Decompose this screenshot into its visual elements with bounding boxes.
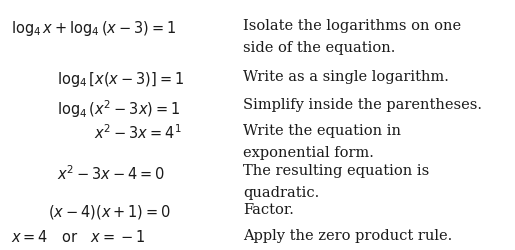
Text: $\log_4 x + \log_4(x - 3) = 1$: $\log_4 x + \log_4(x - 3) = 1$: [11, 18, 176, 38]
Text: $x = 4 \quad \mathrm{or} \quad x = -1$: $x = 4 \quad \mathrm{or} \quad x = -1$: [11, 229, 145, 245]
Text: Simplify inside the parentheses.: Simplify inside the parentheses.: [243, 98, 482, 112]
Text: Write as a single logarithm.: Write as a single logarithm.: [243, 70, 449, 84]
Text: $x^2 - 3x - 4 = 0$: $x^2 - 3x - 4 = 0$: [57, 164, 165, 183]
Text: Isolate the logarithms on one: Isolate the logarithms on one: [243, 18, 461, 32]
Text: $\log_4(x^2 - 3x) = 1$: $\log_4(x^2 - 3x) = 1$: [57, 98, 180, 120]
Text: Write the equation in: Write the equation in: [243, 124, 401, 138]
Text: $x^2 - 3x = 4^1$: $x^2 - 3x = 4^1$: [94, 124, 182, 142]
Text: The resulting equation is: The resulting equation is: [243, 164, 430, 178]
Text: quadratic.: quadratic.: [243, 186, 319, 200]
Text: $(x - 4)(x + 1) = 0$: $(x - 4)(x + 1) = 0$: [48, 203, 171, 221]
Text: Apply the zero product rule.: Apply the zero product rule.: [243, 229, 452, 243]
Text: side of the equation.: side of the equation.: [243, 40, 396, 54]
Text: $\log_4[x(x - 3)] = 1$: $\log_4[x(x - 3)] = 1$: [57, 70, 184, 89]
Text: Factor.: Factor.: [243, 203, 294, 217]
Text: exponential form.: exponential form.: [243, 146, 374, 160]
